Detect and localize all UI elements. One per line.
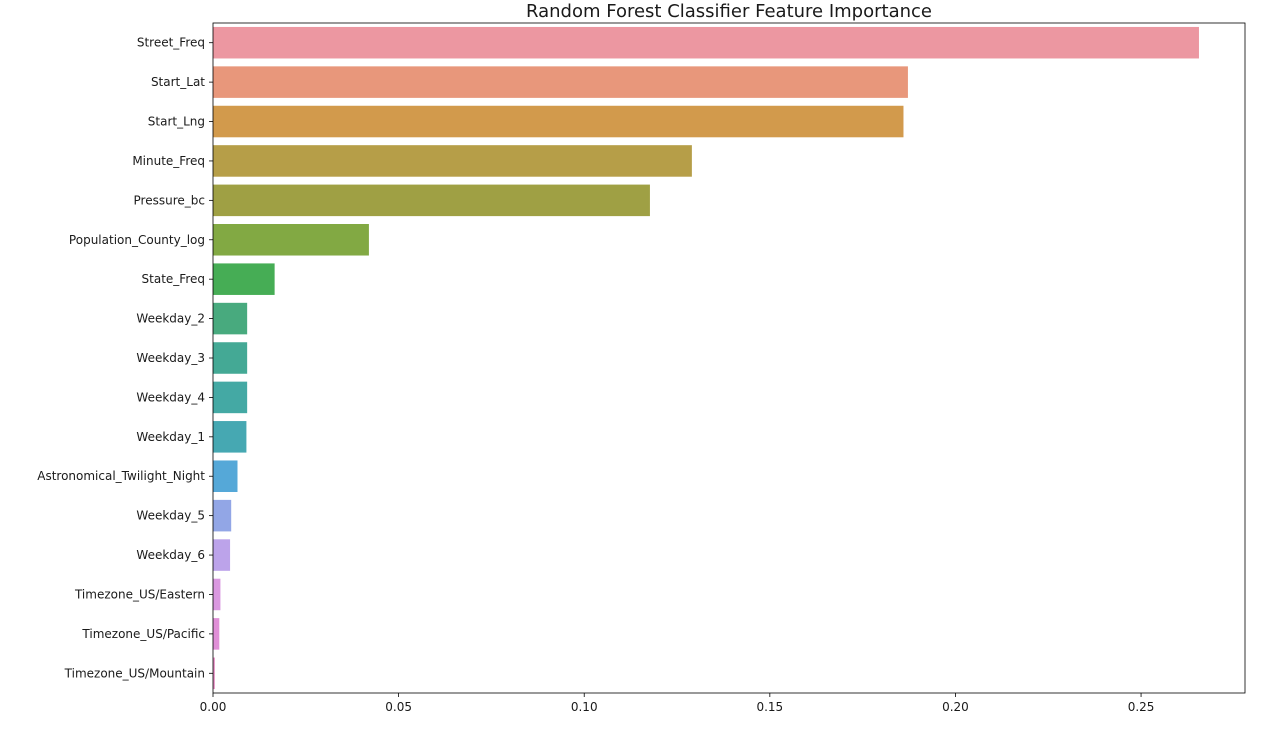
category-label: Weekday_1 — [136, 430, 205, 444]
category-label: Astronomical_Twilight_Night — [37, 469, 205, 483]
bar-4 — [213, 184, 650, 217]
bar-9 — [213, 381, 248, 414]
category-label: Weekday_5 — [136, 509, 205, 523]
category-label: Weekday_2 — [136, 312, 205, 326]
category-label: Timezone_US/Eastern — [74, 587, 205, 601]
category-label: Population_County_log — [69, 233, 205, 247]
category-label: Timezone_US/Pacific — [81, 627, 205, 641]
bars-group — [213, 26, 1199, 690]
category-label: Start_Lat — [151, 75, 205, 89]
x-tick-label: 0.00 — [200, 700, 227, 714]
category-label: Pressure_bc — [134, 193, 205, 207]
bar-2 — [213, 105, 904, 138]
x-tick-label: 0.20 — [942, 700, 969, 714]
plot-frame — [212, 22, 1246, 694]
bar-14 — [213, 578, 221, 611]
bar-13 — [213, 539, 231, 571]
bar-6 — [213, 263, 275, 295]
category-labels-group: Street_Freq Start_Lat Start_Lng Minute_Freq… — [37, 36, 213, 680]
bar-16 — [213, 657, 215, 690]
category-label: Timezone_US/Mountain — [64, 666, 205, 680]
bar-7 — [213, 302, 248, 335]
x-tick-label: 0.15 — [756, 700, 783, 714]
bar-5 — [213, 224, 369, 256]
bar-11 — [213, 460, 238, 492]
x-tick-label: 0.25 — [1128, 700, 1155, 714]
x-tick-label: 0.05 — [385, 700, 412, 714]
bar-1 — [213, 66, 908, 98]
chart-title: Random Forest Classifier Feature Importa… — [526, 1, 932, 22]
category-label: Weekday_6 — [136, 548, 205, 562]
category-label: State_Freq — [142, 272, 205, 286]
category-label: Street_Freq — [137, 36, 205, 50]
bar-15 — [213, 618, 220, 650]
x-ticks-group: 0.00 0.05 0.10 0.15 0.20 0.25 — [200, 693, 1155, 714]
category-label: Weekday_4 — [136, 390, 205, 404]
category-label: Minute_Freq — [132, 154, 205, 168]
bar-10 — [213, 421, 247, 453]
bar-12 — [213, 499, 232, 532]
category-label: Start_Lng — [148, 115, 205, 129]
bar-3 — [213, 145, 692, 177]
category-label: Weekday_3 — [136, 351, 205, 365]
x-tick-label: 0.10 — [571, 700, 598, 714]
bar-8 — [213, 342, 248, 374]
bar-0 — [213, 26, 1199, 59]
